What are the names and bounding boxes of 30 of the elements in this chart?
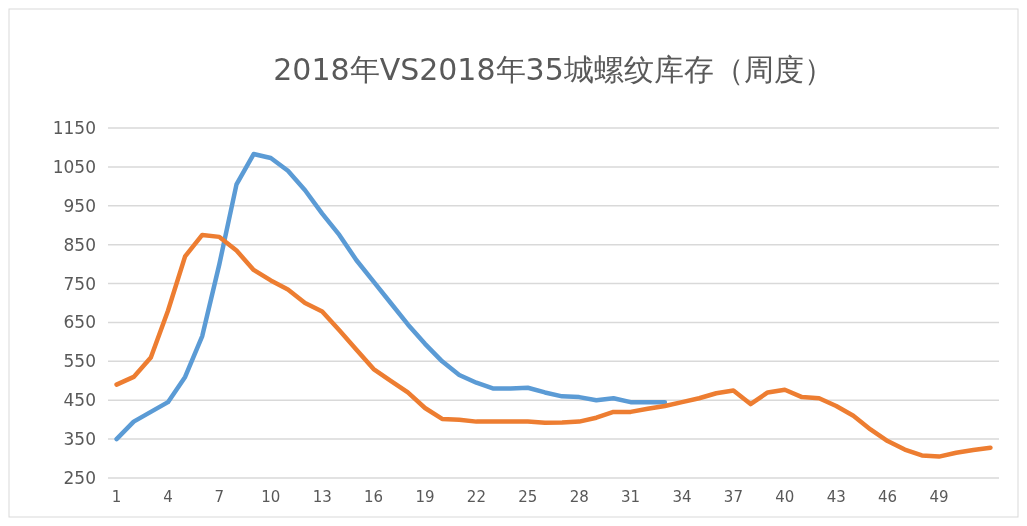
- x-tick-label: 40: [775, 488, 795, 506]
- y-tick-label: 550: [63, 351, 96, 372]
- y-tick-label: 1050: [52, 156, 96, 177]
- x-tick-label: 13: [312, 488, 332, 506]
- y-tick-label: 350: [63, 429, 96, 450]
- x-tick-label: 22: [466, 488, 486, 506]
- x-tick-label: 28: [569, 488, 589, 506]
- x-tick-label: 10: [261, 488, 281, 506]
- y-tick-label: 1150: [52, 117, 96, 138]
- x-tick-label: 31: [621, 488, 641, 506]
- y-tick-label: 450: [63, 390, 96, 411]
- x-tick-label: 49: [929, 488, 949, 506]
- x-tick-label: 43: [826, 488, 846, 506]
- chart-title: 2018年VS2018年35城螺纹库存（周度）: [273, 52, 834, 87]
- x-tick-label: 34: [672, 488, 692, 506]
- x-tick-label: 7: [214, 488, 225, 506]
- y-tick-label: 750: [63, 273, 96, 294]
- x-tick-label: 4: [163, 488, 173, 506]
- x-tick-label: 37: [723, 488, 743, 506]
- y-tick-label: 850: [63, 234, 96, 255]
- y-tick-label: 250: [63, 467, 96, 488]
- x-tick-label: 19: [415, 488, 435, 506]
- x-tick-label: 1: [111, 488, 122, 506]
- line-series: [114, 151, 668, 442]
- x-tick-label: 16: [364, 488, 384, 506]
- x-tick-label: 25: [518, 488, 538, 506]
- y-tick-label: 650: [63, 312, 96, 333]
- y-tick-label: 950: [63, 195, 96, 216]
- line-series: [114, 232, 993, 459]
- x-tick-label: 46: [878, 488, 898, 506]
